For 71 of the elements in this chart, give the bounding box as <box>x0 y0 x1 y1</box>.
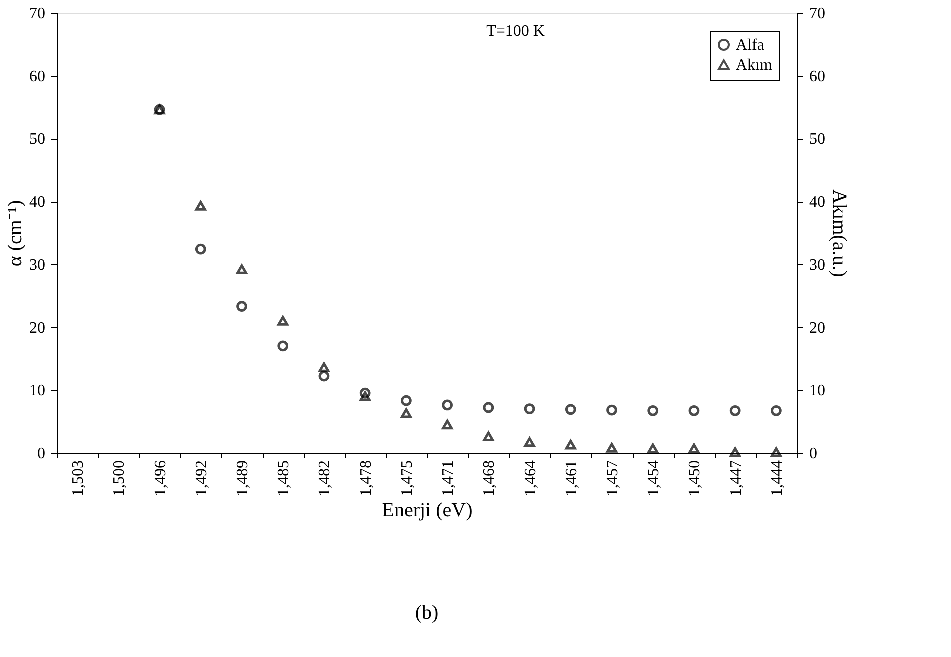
point <box>565 404 576 416</box>
legend-label: Akım <box>736 57 773 74</box>
y-axis-title: α (cm⁻¹) <box>4 200 26 267</box>
annotation: T=100 K <box>486 23 546 40</box>
point <box>565 440 576 450</box>
point <box>195 244 206 255</box>
point <box>771 405 782 416</box>
point <box>442 400 453 411</box>
x-tick-label: 1,464 <box>522 460 540 496</box>
x-tick-label: 1,489 <box>234 460 252 496</box>
point <box>688 405 700 416</box>
y-tick-label: 70 <box>30 6 46 22</box>
x-axis-title: Enerji (eV) <box>382 500 473 522</box>
point <box>360 388 371 399</box>
point <box>648 405 659 416</box>
point <box>236 301 248 312</box>
point <box>730 405 741 416</box>
point <box>318 370 330 382</box>
point <box>524 404 536 414</box>
y2-tick-label: 30 <box>810 256 826 274</box>
y2-tick-label: 70 <box>810 6 826 22</box>
point <box>278 316 289 326</box>
y2-tick-label: 0 <box>810 446 818 462</box>
point <box>278 340 289 352</box>
point <box>318 362 330 372</box>
x-tick-label: 1,447 <box>728 460 745 496</box>
legend-label: Alfa <box>736 37 764 54</box>
point <box>688 444 700 454</box>
y-tick-label: 60 <box>30 68 46 86</box>
x-tick-label: 1,478 <box>358 460 375 496</box>
y2-tick-label: 50 <box>810 131 826 148</box>
text: (b) <box>415 602 439 624</box>
point <box>442 420 453 430</box>
point <box>648 444 659 454</box>
y-tick-label: 30 <box>30 256 46 274</box>
point <box>195 201 206 211</box>
x-tick-label: 1,461 <box>563 460 580 496</box>
y2-tick-label: 40 <box>810 194 826 212</box>
point <box>401 408 412 418</box>
point <box>524 437 536 448</box>
point <box>606 443 618 453</box>
point <box>236 264 248 274</box>
x-tick-label: 1,471 <box>440 460 458 496</box>
point <box>483 402 494 414</box>
x-tick-label: 1,492 <box>193 460 210 496</box>
point <box>401 395 412 406</box>
point <box>730 448 741 458</box>
point <box>606 404 618 416</box>
y2-tick-label: 10 <box>810 382 826 400</box>
x-tick-label: 1,450 <box>686 460 704 496</box>
x-tick-label: 1,485 <box>276 460 293 496</box>
x-tick-label: 1,482 <box>316 460 334 496</box>
x-tick-label: 1,496 <box>152 460 170 496</box>
x-tick-label: 1,457 <box>604 460 622 496</box>
y2-axis-title: Akım(a.u.) <box>828 190 850 278</box>
x-tick-label: 1,475 <box>398 460 416 496</box>
point <box>771 448 782 458</box>
y-tick-label: 20 <box>30 320 46 337</box>
y-tick-label: 40 <box>30 194 46 212</box>
x-tick-label: 1,444 <box>768 460 786 496</box>
y2-tick-label: 60 <box>810 68 826 86</box>
y-tick-label: 0 <box>38 446 46 462</box>
y-tick-label: 10 <box>30 382 46 400</box>
point <box>483 432 494 442</box>
y2-tick-label: 20 <box>810 320 826 337</box>
y-tick-label: 50 <box>30 131 46 148</box>
x-tick-label: 1,454 <box>646 460 663 496</box>
x-tick-label: 1,503 <box>70 460 88 496</box>
point <box>360 392 371 402</box>
x-tick-label: 1,500 <box>111 460 128 496</box>
x-tick-label: 1,468 <box>481 460 498 496</box>
